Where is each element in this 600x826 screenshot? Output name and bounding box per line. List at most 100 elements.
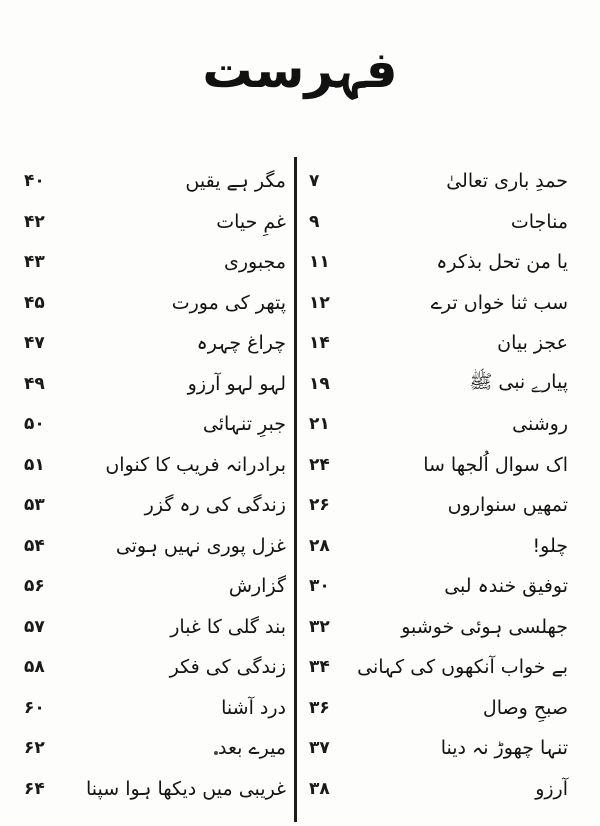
entry-page-number: ۵۰ [24,414,45,435]
entry-title: گزارش [228,575,286,598]
entry-page-number: ۲۶ [309,495,330,516]
entry-title: زندگی کی فکر [169,656,286,679]
toc-entry: اک سوال اُلجھا سا ۲۴ [295,445,600,486]
entry-page-number: ۲۴ [309,454,330,475]
entry-title: پتھر کی مورت [171,291,286,314]
entry-title: مجبوری [223,251,286,274]
entry-page-number: ۵۱ [24,454,45,475]
toc-entry: میرے بعد ۶۲ [0,728,294,769]
entry-page-number: ۶۲ [24,738,45,759]
entry-title: بند گلی کا غبار [170,615,286,638]
toc-entry: مناجات ۹ [295,202,600,243]
entry-title: لہو لہو آرزو [187,372,286,395]
toc-entry: روشنی ۲۱ [295,404,600,445]
toc-entry: برادرانہ فریب کا کنواں ۵۱ [0,445,294,486]
entry-title: برادرانہ فریب کا کنواں [105,453,286,476]
entry-title: عجز بیان [497,332,568,355]
entry-title: زندگی کی رہ گزر [144,494,286,517]
entry-page-number: ۴۲ [24,211,45,232]
ink-spot-artifact [214,751,218,755]
toc-column-left: مگر ہے یقیں ۴۰ غمِ حیات ۴۲ مجبوری ۴۳ پتھ… [0,161,294,809]
toc-entry: صبحِ وصال ۳۶ [295,688,600,729]
toc-entry: چلو! ۲۸ [295,526,600,567]
toc-entry: جبرِ تنہائی ۵۰ [0,404,294,445]
entry-title: غمِ حیات [216,210,286,233]
entry-page-number: ۴۷ [24,333,45,354]
entry-page-number: ۷ [309,171,320,192]
entry-title: سب ثنا خواں ترے [430,291,568,314]
entry-title: حمدِ باری تعالیٰ [446,170,568,193]
entry-page-number: ۴۰ [24,171,45,192]
entry-page-number: ۶۴ [24,778,45,799]
entry-page-number: ۲۸ [309,535,330,556]
entry-title: اک سوال اُلجھا سا [423,453,568,476]
toc-entry: یا من تحل بذکرہ ۱۱ [295,242,600,283]
entry-page-number: ۵۶ [24,576,45,597]
toc-column-right: حمدِ باری تعالیٰ ۷ مناجات ۹ یا من تحل بذ… [295,161,600,809]
entry-page-number: ۳۰ [309,576,330,597]
page-title: فہرست [202,41,398,99]
entry-page-number: ۳۷ [309,738,330,759]
entry-page-number: ۵۷ [24,616,45,637]
entry-page-number: ۴۳ [24,252,45,273]
entry-title: بے خواب آنکھوں کی کہانی [357,656,568,679]
entry-title: آرزو [535,777,568,800]
toc-entry: گزارش ۵۶ [0,566,294,607]
toc-entry: تنہا چھوڑ نہ دینا ۳۷ [295,728,600,769]
entry-title: مگر ہے یقیں [185,170,286,193]
entry-title: صبحِ وصال [482,696,568,719]
toc-entry: تمھیں سنواروں ۲۶ [295,485,600,526]
toc-entry: زندگی کی رہ گزر ۵۳ [0,485,294,526]
entry-page-number: ۵۴ [24,535,45,556]
toc-entry: توفیق خندہ لبی ۳۰ [295,566,600,607]
toc-entry: بند گلی کا غبار ۵۷ [0,607,294,648]
entry-page-number: ۱۲ [309,292,330,313]
entry-title: میرے بعد [218,737,286,760]
toc-entry: بے خواب آنکھوں کی کہانی ۳۴ [295,647,600,688]
entry-page-number: ۳۸ [309,778,330,799]
toc-entry: آرزو ۳۸ [295,769,600,810]
entry-page-number: ۵۳ [24,495,45,516]
entry-page-number: ۹ [309,211,320,232]
entry-page-number: ۳۲ [309,616,330,637]
entry-page-number: ۳۶ [309,697,330,718]
toc-entry: چراغ چہرہ ۴۷ [0,323,294,364]
entry-page-number: ۵۸ [24,657,45,678]
toc-entry: عجز بیان ۱۴ [295,323,600,364]
toc-entry: جھلسی ہوئی خوشبو ۳۲ [295,607,600,648]
toc-entry: سب ثنا خواں ترے ۱۲ [295,283,600,324]
entry-title: یا من تحل بذکرہ [436,251,568,274]
toc-entry: مجبوری ۴۳ [0,242,294,283]
toc-entry: پیارے نبی ﷺ ۱۹ [295,364,600,405]
entry-title: روشنی [512,413,568,436]
toc-entry: غزل پوری نہیں ہوتی ۵۴ [0,526,294,567]
entry-title: چراغ چہرہ [196,332,286,355]
entry-title: پیارے نبی ﷺ [469,370,568,393]
entry-title: جھلسی ہوئی خوشبو [401,615,568,638]
entry-title: تنہا چھوڑ نہ دینا [440,737,568,760]
entry-title: غریبی میں دیکھا ہوا سپنا [85,777,286,800]
entry-title: غزل پوری نہیں ہوتی [115,534,286,557]
entry-title: توفیق خندہ لبی [444,575,568,598]
toc-entry: حمدِ باری تعالیٰ ۷ [295,161,600,202]
toc-entry: غریبی میں دیکھا ہوا سپنا ۶۴ [0,769,294,810]
entry-page-number: ۲۱ [309,414,330,435]
entry-page-number: ۳۴ [309,657,330,678]
toc-entry: مگر ہے یقیں ۴۰ [0,161,294,202]
entry-title: درد آشنا [221,696,286,719]
entry-title: تمھیں سنواروں [447,494,568,517]
toc-entry: زندگی کی فکر ۵۸ [0,647,294,688]
entry-page-number: ۴۵ [24,292,45,313]
entry-title: جبرِ تنہائی [202,413,286,436]
entry-title: چلو! [532,534,568,557]
entry-page-number: ۱۴ [309,333,330,354]
entry-page-number: ۱۹ [309,373,330,394]
toc-entry: پتھر کی مورت ۴۵ [0,283,294,324]
entry-page-number: ۱۱ [309,252,330,273]
toc-entry: درد آشنا ۶۰ [0,688,294,729]
column-divider-rule [294,157,297,822]
entry-page-number: ۴۹ [24,373,45,394]
entry-page-number: ۶۰ [24,697,45,718]
toc-entry: غمِ حیات ۴۲ [0,202,294,243]
